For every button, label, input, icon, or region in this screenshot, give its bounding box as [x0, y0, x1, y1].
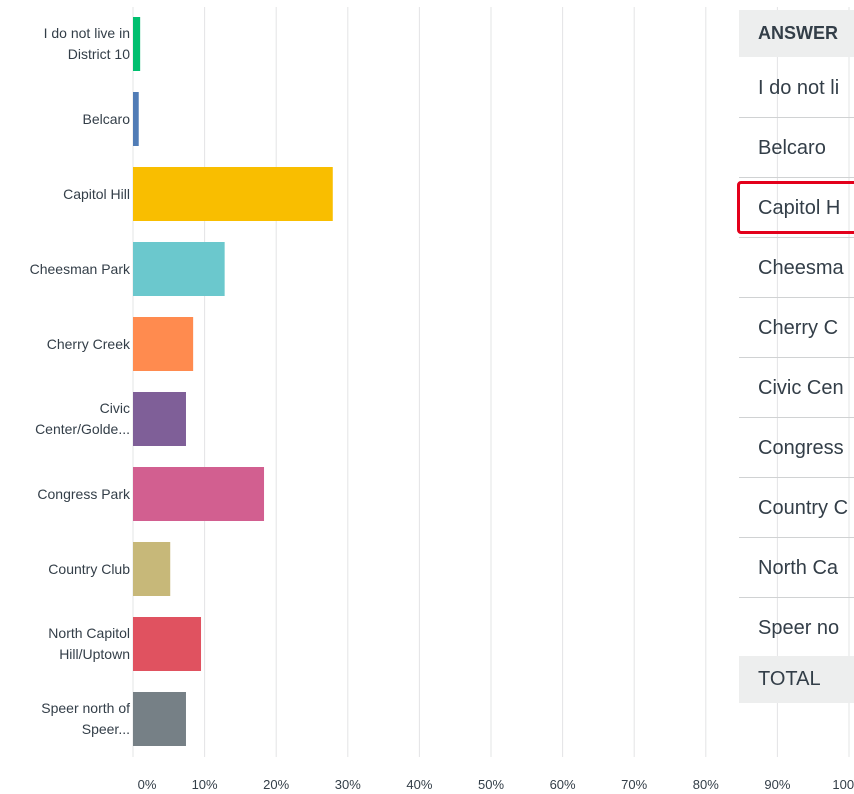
x-tick-label: 30%	[335, 777, 361, 792]
y-tick-label: North Capitol Hill/Uptown	[48, 625, 130, 662]
y-tick-label: Civic Center/Golde...	[35, 400, 130, 437]
x-tick-label: 80%	[693, 777, 719, 792]
y-tick-label: Capitol Hill	[63, 185, 130, 202]
bar	[133, 167, 333, 221]
table-row: I do not li	[739, 59, 854, 118]
bar	[133, 317, 194, 371]
y-tick-label: Belcaro	[82, 110, 130, 127]
table-row: Country C	[739, 479, 854, 538]
table-row: Speer no	[739, 599, 854, 658]
x-tick-label: 90%	[764, 777, 790, 792]
bar	[133, 392, 186, 446]
x-tick-label: 40%	[406, 777, 432, 792]
table-row: Civic Cen	[739, 359, 854, 418]
bar	[133, 242, 225, 296]
y-tick-label: Country Club	[48, 560, 130, 577]
bar	[133, 92, 139, 146]
table-row: North Ca	[739, 539, 854, 598]
bar	[133, 692, 186, 746]
x-tick-label: 50%	[478, 777, 504, 792]
x-tick-label: 10%	[192, 777, 218, 792]
table-row: Congress	[739, 419, 854, 478]
x-tick-label: 70%	[621, 777, 647, 792]
table-header: ANSWER	[739, 10, 854, 57]
y-tick-label: I do not live in District 10	[43, 25, 130, 62]
bar	[133, 17, 141, 71]
y-tick-label: Congress Park	[37, 485, 130, 502]
y-tick-label: Speer north of Speer...	[41, 700, 130, 737]
table-total: TOTAL	[739, 656, 854, 703]
table-row: Capitol H	[739, 179, 854, 238]
bar	[133, 467, 265, 521]
y-tick-label: Cherry Creek	[46, 335, 130, 352]
table-row: Belcaro	[739, 119, 854, 178]
x-tick-label: 20%	[263, 777, 289, 792]
highlight-box	[737, 181, 854, 234]
bar	[133, 542, 171, 596]
bar	[133, 617, 202, 671]
table-row: Cherry C	[739, 299, 854, 358]
x-tick-label: 100%	[832, 777, 854, 792]
table-row: Cheesma	[739, 239, 854, 298]
y-tick-label: Cheesman Park	[29, 260, 130, 277]
x-tick-label: 60%	[550, 777, 576, 792]
x-tick-label: 0%	[138, 777, 157, 792]
